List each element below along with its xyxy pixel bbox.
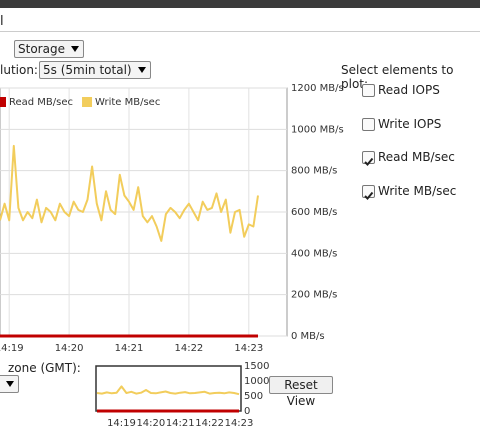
x-tick-label: 14:20 — [55, 343, 84, 354]
y-tick-label: 800 MB/s — [291, 166, 337, 177]
x-tick-label: 14:21 — [166, 418, 195, 429]
x-tick-label: 14:19 — [107, 418, 136, 429]
y-tick-label: 1000 MB/s — [291, 124, 344, 135]
timezone-select[interactable] — [0, 375, 19, 393]
y-tick-label: 400 MB/s — [291, 248, 337, 259]
checkbox-label: Write MB/sec — [378, 183, 457, 198]
y-tick-label: 200 MB/s — [291, 290, 337, 301]
legend-swatch — [0, 97, 6, 107]
select-arrow — [6, 381, 14, 387]
checkbox-label: Read IOPS — [378, 83, 440, 97]
x-tick-label: 14:19 — [0, 343, 24, 354]
checkbox[interactable] — [362, 151, 375, 166]
checkbox[interactable] — [362, 84, 375, 97]
select-value: 5s (5min total) — [43, 63, 132, 77]
top-bar — [0, 0, 480, 8]
y-tick-label: 600 MB/s — [291, 207, 337, 218]
metric-select[interactable]: Storage — [14, 40, 84, 58]
plot-frame — [95, 365, 242, 412]
reset-button[interactable]: Reset View — [269, 376, 333, 408]
select-arrow — [70, 46, 79, 52]
y-tick-label: 1500 — [244, 361, 269, 372]
x-tick-label: 14:22 — [195, 418, 224, 429]
series-line — [96, 385, 240, 396]
y-tick-label: 1200 MB/s — [291, 83, 344, 94]
checkbox-label: Read MB/sec — [378, 150, 455, 164]
timezone-label: zone (GMT): — [8, 361, 81, 375]
legend-label: Write MB/sec — [95, 97, 160, 108]
y-tick-label: 0 — [244, 406, 250, 417]
x-tick-label: 14:22 — [174, 343, 203, 354]
series-line — [0, 144, 259, 242]
select-value: Storage — [18, 42, 65, 56]
checkbox-label: Write IOPS — [378, 116, 442, 131]
x-tick-label: 14:21 — [115, 343, 144, 354]
y-tick-label: 500 — [244, 391, 263, 402]
legend-swatch — [82, 97, 93, 107]
x-tick-label: 14:23 — [234, 343, 263, 354]
checkmark — [364, 191, 374, 200]
y-tick-label: 0 MB/s — [291, 331, 325, 342]
plot-options-title: Select elements to plot: — [341, 63, 454, 91]
y-tick-label: 1000 — [244, 376, 269, 387]
header-divider — [0, 31, 480, 32]
x-tick-label: 14:20 — [136, 418, 165, 429]
legend-label: Read MB/sec — [9, 97, 73, 108]
checkbox[interactable] — [362, 117, 375, 131]
resolution-select[interactable]: 5s (5min total) — [39, 61, 151, 79]
header-title: l — [0, 14, 4, 29]
resolution-label: lution: — [0, 63, 38, 77]
select-arrow — [137, 67, 146, 73]
checkbox[interactable] — [362, 184, 375, 200]
x-tick-label: 14:23 — [225, 418, 254, 429]
checkmark — [364, 157, 374, 166]
